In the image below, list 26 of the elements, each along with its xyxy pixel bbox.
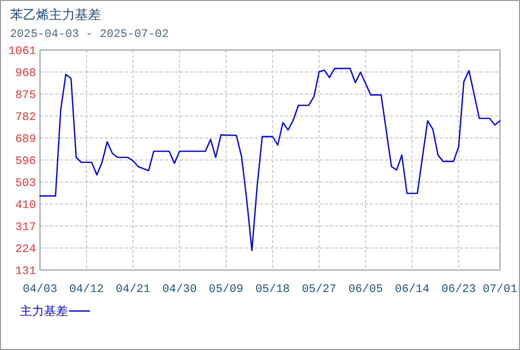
x-tick-label: 06/05 xyxy=(348,283,383,296)
y-tick-label: 1061 xyxy=(8,45,36,58)
x-tick-label: 04/03 xyxy=(22,283,58,296)
line-series xyxy=(39,68,501,252)
x-tick-label: 06/14 xyxy=(394,283,430,296)
x-tick-label: 05/27 xyxy=(302,283,336,296)
y-tick-label: 875 xyxy=(15,89,36,102)
x-tick-label: 04/12 xyxy=(69,283,104,296)
x-tick-label: 07/01 xyxy=(482,283,518,296)
y-tick-label: 503 xyxy=(15,177,36,190)
x-tick-label: 04/21 xyxy=(116,283,150,296)
x-tick-label: 04/30 xyxy=(162,283,197,296)
y-tick-label: 317 xyxy=(15,221,36,234)
y-tick-label: 131 xyxy=(15,265,36,278)
x-tick-label: 05/18 xyxy=(255,283,290,296)
chart-subtitle: 2025-04-03 - 2025-07-02 xyxy=(10,28,169,41)
y-tick-label: 596 xyxy=(15,155,36,168)
y-tick-label: 968 xyxy=(15,67,36,80)
y-tick-label: 410 xyxy=(15,199,36,212)
x-tick-label: 06/23 xyxy=(441,283,476,296)
legend-label: 主力基差 xyxy=(20,304,68,318)
y-tick-label: 224 xyxy=(15,243,36,256)
chart-title: 苯乙烯主力基差 xyxy=(10,7,101,23)
y-tick-label: 782 xyxy=(15,111,36,124)
x-tick-label: 05/09 xyxy=(208,283,244,296)
y-tick-label: 689 xyxy=(15,133,36,146)
